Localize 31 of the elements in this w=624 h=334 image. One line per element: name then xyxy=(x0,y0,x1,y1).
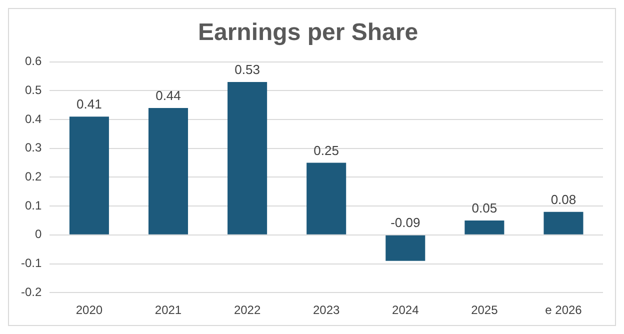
bar xyxy=(464,220,504,234)
bar xyxy=(544,212,584,234)
y-tick-label: 0.2 xyxy=(24,170,42,184)
bar xyxy=(386,235,426,261)
x-tick-label: 2023 xyxy=(312,303,340,318)
y-tick-label: 0.1 xyxy=(24,198,42,212)
x-tick-label: 2024 xyxy=(392,303,420,318)
x-tick-label: 2020 xyxy=(76,303,103,318)
data-label: 0.53 xyxy=(234,62,260,78)
data-label: 0.25 xyxy=(314,142,339,158)
bar xyxy=(148,108,188,234)
x-tick-label: 2022 xyxy=(234,303,261,318)
y-tick-label: 0 xyxy=(34,227,42,242)
x-tick-label: 2021 xyxy=(154,303,182,318)
data-label: 0.08 xyxy=(550,192,576,207)
data-label: 0.44 xyxy=(156,88,181,104)
y-tick-label: 0.6 xyxy=(24,54,42,68)
y-tick-label: 0.4 xyxy=(24,112,42,126)
data-label: 0.41 xyxy=(76,96,102,112)
x-tick-label: e 2026 xyxy=(545,303,582,318)
bar xyxy=(306,162,346,234)
bar xyxy=(228,82,268,234)
y-tick-label: -0.2 xyxy=(20,284,42,299)
data-label: 0.05 xyxy=(472,200,498,216)
y-tick-label: 0.5 xyxy=(24,82,42,97)
data-label: -0.09 xyxy=(390,214,420,230)
y-tick-label: -0.1 xyxy=(20,256,42,270)
chart-title: Earnings per Share xyxy=(198,19,418,46)
x-tick-label: 2025 xyxy=(471,303,498,318)
y-tick-label: 0.3 xyxy=(24,140,42,155)
bar xyxy=(69,116,109,234)
